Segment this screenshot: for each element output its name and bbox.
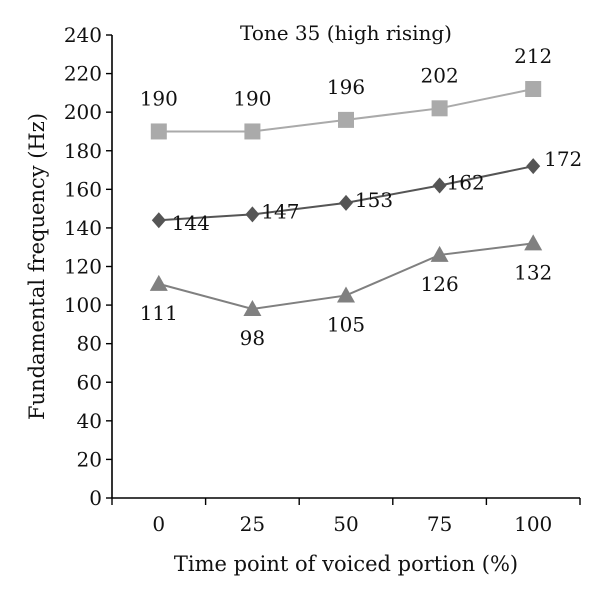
data-label: 190: [233, 86, 271, 110]
triangle-marker: [524, 234, 543, 251]
diamond-marker: [245, 206, 260, 223]
y-tick-label: 200: [64, 100, 102, 124]
data-label: 212: [514, 44, 552, 68]
y-tick-label: 60: [77, 370, 102, 394]
y-tick-label: 80: [77, 332, 102, 356]
y-tick-label: 0: [89, 486, 102, 510]
y-axis-title: Fundamental frequency (Hz): [25, 113, 49, 420]
data-label: 144: [172, 211, 210, 235]
x-tick-label: 100: [514, 512, 552, 536]
data-label: 105: [327, 312, 365, 336]
data-label: 147: [261, 199, 299, 223]
triangle-marker: [149, 274, 168, 291]
data-label: 153: [355, 188, 393, 212]
data-label: 196: [327, 75, 365, 99]
data-labels: 190 190 196 202 212 144 147 153 162 172 111 98 105 12…: [140, 44, 583, 350]
diamond-marker: [339, 194, 353, 211]
data-label: 98: [240, 326, 265, 350]
triangle-marker: [430, 245, 449, 262]
data-label: 126: [421, 272, 459, 296]
x-tick-label: 50: [333, 512, 358, 536]
y-tick-label: 220: [64, 62, 102, 86]
y-tick-label: 240: [64, 23, 102, 47]
diamond-marker: [151, 212, 166, 229]
data-label: 172: [544, 147, 582, 171]
triangle-marker: [243, 299, 262, 316]
square-marker: [338, 111, 354, 128]
y-tick-label: 40: [77, 409, 102, 433]
y-tick-label: 180: [64, 139, 102, 163]
y-tick-label: 140: [64, 216, 102, 240]
x-tick-label: 25: [240, 512, 265, 536]
y-tick-label: 120: [64, 255, 102, 279]
diamond-marker: [432, 177, 447, 194]
square-marker: [150, 123, 167, 140]
data-label: 202: [421, 63, 459, 87]
chart-title: Tone 35 (high rising): [240, 21, 452, 45]
square-marker: [431, 100, 448, 117]
x-tick-label: 75: [427, 512, 452, 536]
square-marker: [244, 123, 261, 140]
data-label: 111: [140, 301, 178, 325]
axes: 0 20 40 60 80 100 120 140 160 180 200 220 240 0 25 50 75…: [64, 23, 581, 536]
diamond-marker: [526, 158, 541, 175]
y-tick-label: 160: [64, 177, 102, 201]
x-axis-title: Time point of voiced portion (%): [174, 552, 518, 576]
y-tick-label: 20: [77, 447, 102, 471]
triangle-marker: [337, 286, 355, 303]
data-label: 162: [447, 170, 485, 194]
square-marker: [525, 81, 542, 98]
x-tick-label: 0: [152, 512, 165, 536]
y-tick-label: 100: [64, 293, 102, 317]
data-label: 132: [514, 260, 552, 284]
series-group: [149, 81, 543, 316]
data-label: 190: [140, 86, 178, 110]
